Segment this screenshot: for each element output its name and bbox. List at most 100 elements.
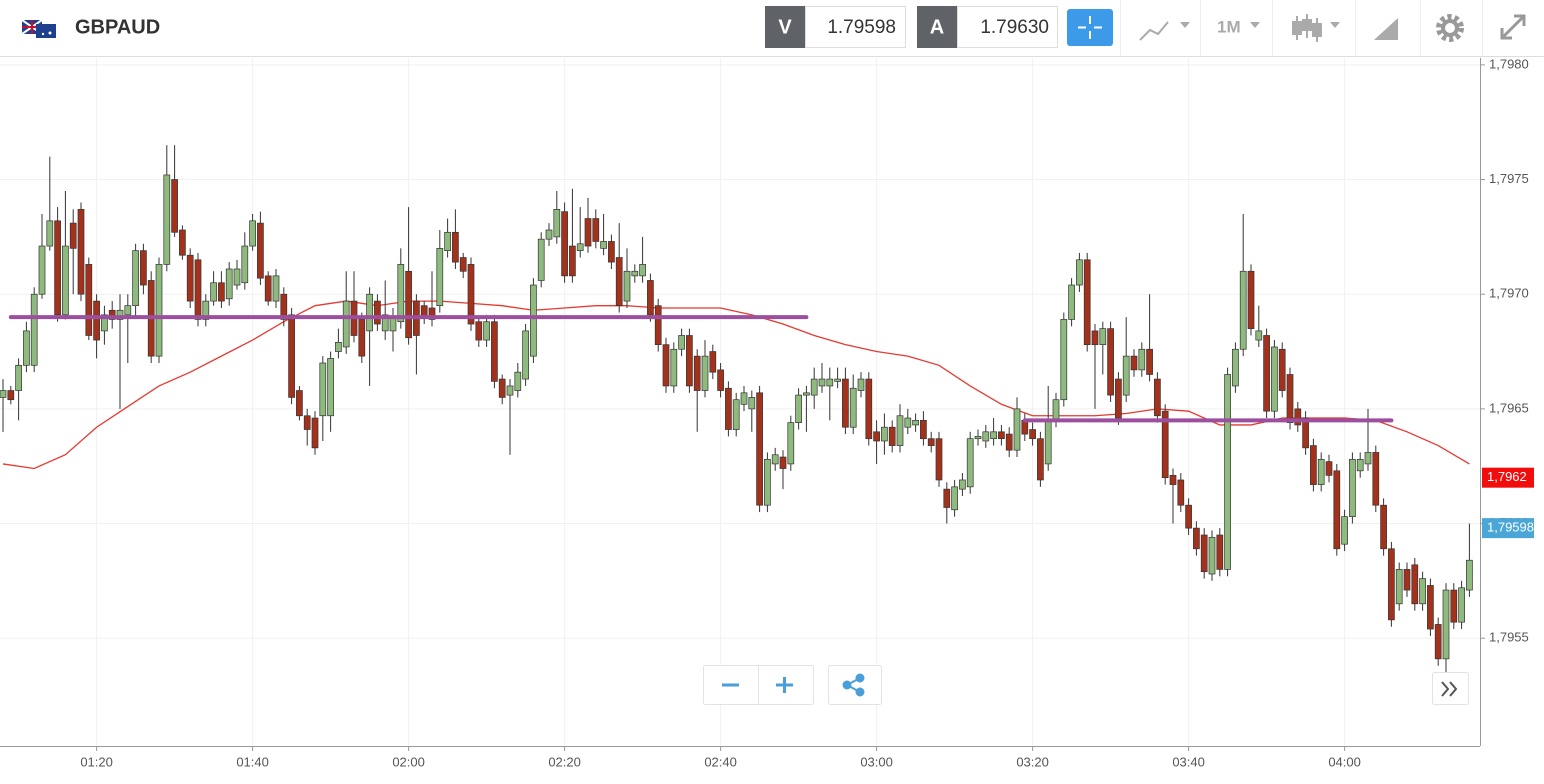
candle-body <box>561 211 568 277</box>
candle-body <box>1380 504 1387 550</box>
chart-type-button[interactable] <box>1139 21 1190 41</box>
y-tick-label: 1,7975 <box>1489 171 1529 186</box>
candle-body <box>428 307 436 320</box>
candle-body <box>1052 399 1060 421</box>
candle-body <box>342 300 350 348</box>
candle-body <box>795 394 802 423</box>
candle-body <box>725 387 732 430</box>
candle-body <box>54 220 61 316</box>
candle-body <box>38 245 46 295</box>
candle-body <box>1247 270 1255 329</box>
candle-body <box>748 397 756 410</box>
candle-body <box>93 300 100 341</box>
bid-label: V <box>778 16 792 38</box>
candle-body <box>491 321 498 382</box>
candle-body <box>171 179 178 233</box>
candle-body <box>803 392 810 396</box>
bid-box <box>805 6 906 48</box>
drawing-button[interactable] <box>1374 18 1398 40</box>
candle-body <box>124 305 132 316</box>
candle-body <box>1099 328 1107 346</box>
candle-body <box>1466 559 1473 591</box>
y-tick-label: 1,7970 <box>1489 286 1529 301</box>
candle-body <box>1317 458 1325 485</box>
candle-body <box>1372 452 1380 506</box>
candle-body <box>600 241 607 249</box>
candle-body <box>1278 348 1286 391</box>
y-tick-label: 1,7955 <box>1489 630 1529 645</box>
candle-body <box>77 209 85 295</box>
candle-body <box>335 342 342 352</box>
candle-body <box>834 378 841 382</box>
settings-button[interactable] <box>1436 14 1464 42</box>
candle-body <box>1255 330 1263 341</box>
candle-body <box>576 243 584 251</box>
candle-body <box>288 314 295 398</box>
candle-body <box>873 431 880 442</box>
fullscreen-button[interactable] <box>1500 14 1526 40</box>
candle-body <box>1068 284 1075 320</box>
candle-body <box>436 247 444 307</box>
ask-label-bg <box>917 6 957 48</box>
ask-box <box>957 6 1058 48</box>
share-button[interactable] <box>842 673 865 697</box>
candle-body <box>1216 534 1224 570</box>
candle-body <box>537 238 545 281</box>
candle-body <box>23 330 30 366</box>
ask-label: A <box>930 16 944 38</box>
candle-body <box>1341 516 1348 545</box>
candle-body <box>865 378 873 440</box>
candle-body <box>374 300 381 325</box>
candle-body <box>1083 259 1091 346</box>
x-tick-label: 02:20 <box>548 754 581 769</box>
x-tick-label: 01:40 <box>236 754 269 769</box>
candle-body <box>1310 445 1317 485</box>
candle-body <box>116 309 124 320</box>
timeframe[interactable]: 1M <box>1217 17 1241 36</box>
candle-body <box>0 390 7 398</box>
candle-body <box>210 282 217 302</box>
candle-body <box>249 220 256 247</box>
candle-body <box>46 220 54 247</box>
candle-body <box>186 254 194 302</box>
candle-body <box>1076 259 1083 286</box>
candle-body <box>1200 534 1208 573</box>
x-tick-label: 03:00 <box>860 754 893 769</box>
candle-body <box>857 378 865 391</box>
candle-body <box>935 438 943 481</box>
y-tick-label: 1,7965 <box>1489 400 1529 415</box>
candle-body <box>732 399 740 430</box>
candle-body <box>1169 475 1177 485</box>
candle-body <box>483 321 490 341</box>
candle-body <box>654 305 662 346</box>
candle-body <box>1193 527 1200 550</box>
candle-body <box>1458 587 1465 623</box>
crosshair-button[interactable] <box>1067 9 1113 46</box>
candle-button[interactable] <box>1292 14 1340 42</box>
candle-body <box>826 378 834 387</box>
candle-body <box>303 415 311 430</box>
candle-body <box>15 364 22 391</box>
candle-body <box>514 371 522 391</box>
flag-icon <box>21 19 56 38</box>
x-tick-label: 03:20 <box>1016 754 1049 769</box>
candle-body <box>1091 330 1099 346</box>
candle-body <box>998 431 1005 440</box>
candle-body <box>623 270 631 302</box>
candle-body <box>1130 355 1138 371</box>
zoom-in-button[interactable] <box>776 677 793 693</box>
candle-body <box>522 330 529 380</box>
candle-body <box>280 293 288 320</box>
candle-body <box>1115 378 1122 419</box>
x-tick-label: 02:40 <box>704 754 737 769</box>
candle-body <box>545 229 553 240</box>
scroll-end-button[interactable] <box>1441 681 1458 697</box>
candle-body <box>1239 270 1247 350</box>
candle-body <box>615 257 623 307</box>
y-tick-label: 1,7980 <box>1489 56 1529 71</box>
candle-body <box>381 314 389 332</box>
x-tick-label: 02:00 <box>392 754 425 769</box>
bid-label-bg <box>765 6 805 48</box>
candle-body <box>405 270 412 339</box>
